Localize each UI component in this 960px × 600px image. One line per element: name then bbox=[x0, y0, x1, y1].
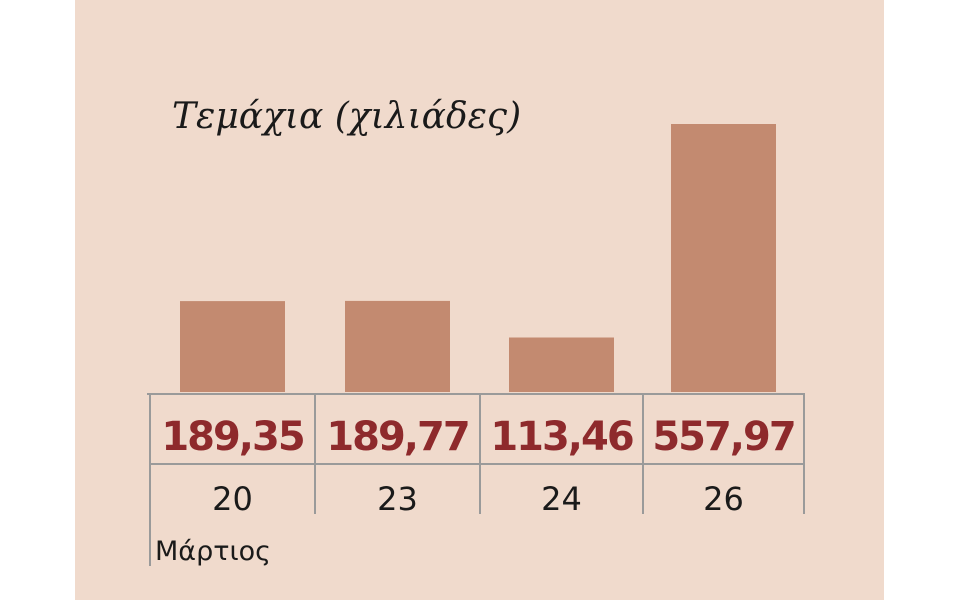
value-label-20: 189,35 bbox=[161, 414, 304, 460]
bar-24 bbox=[509, 337, 614, 392]
value-label-24: 113,46 bbox=[490, 414, 633, 460]
table-grid bbox=[147, 393, 805, 566]
category-label-20: 20 bbox=[212, 480, 253, 518]
bars-group bbox=[180, 124, 776, 392]
value-labels-group: 189,35 189,77 113,46 557,97 bbox=[161, 414, 796, 460]
category-label-24: 24 bbox=[541, 480, 582, 518]
bar-23 bbox=[345, 300, 450, 392]
category-label-23: 23 bbox=[377, 480, 418, 518]
x-axis-label: Μάρτιος bbox=[155, 536, 271, 567]
bar-26 bbox=[671, 124, 776, 392]
category-labels-group: 20 23 24 26 bbox=[212, 480, 744, 518]
value-label-26: 557,97 bbox=[652, 414, 794, 460]
chart-title: Τεμάχια (χιλιάδες) bbox=[172, 96, 521, 137]
category-label-26: 26 bbox=[703, 480, 744, 518]
bar-20 bbox=[180, 301, 285, 392]
value-label-23: 189,77 bbox=[326, 414, 468, 460]
